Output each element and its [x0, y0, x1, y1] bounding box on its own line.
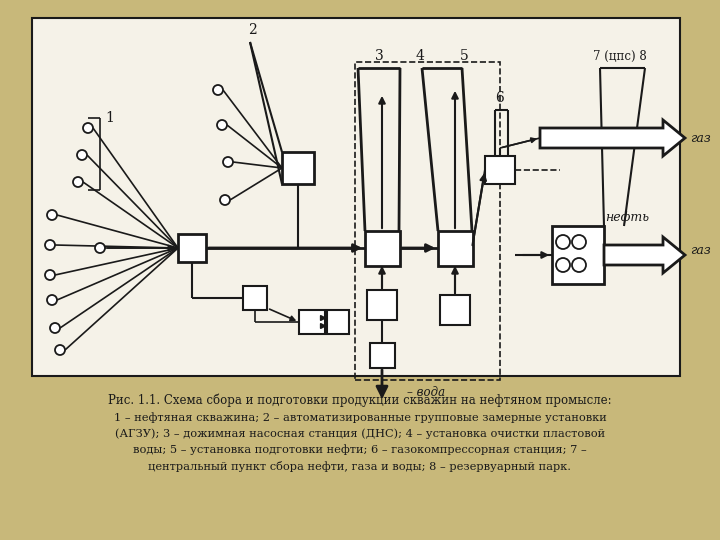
Text: нефть: нефть	[605, 212, 649, 225]
Circle shape	[223, 157, 233, 167]
Circle shape	[77, 150, 87, 160]
Circle shape	[572, 235, 586, 249]
Text: газ: газ	[690, 132, 711, 145]
Text: (АГЗУ); 3 – дожимная насосная станция (ДНС); 4 – установка очистки пластовой: (АГЗУ); 3 – дожимная насосная станция (Д…	[115, 429, 605, 439]
Text: центральный пункт сбора нефти, газа и воды; 8 – резервуарный парк.: центральный пункт сбора нефти, газа и во…	[148, 461, 572, 471]
Circle shape	[50, 323, 60, 333]
Text: 6: 6	[495, 91, 505, 105]
Circle shape	[55, 345, 65, 355]
Text: воды; 5 – установка подготовки нефти; 6 – газокомпрессорная станция; 7 –: воды; 5 – установка подготовки нефти; 6 …	[133, 444, 587, 455]
Circle shape	[572, 258, 586, 272]
Text: 4: 4	[415, 49, 424, 63]
Bar	[178, 234, 206, 262]
Circle shape	[47, 210, 57, 220]
Bar	[367, 290, 397, 320]
Circle shape	[220, 195, 230, 205]
Circle shape	[217, 120, 227, 130]
Bar	[299, 310, 325, 334]
Circle shape	[213, 85, 223, 95]
Circle shape	[83, 123, 93, 133]
Bar	[32, 18, 680, 376]
Circle shape	[47, 295, 57, 305]
Bar	[369, 342, 395, 368]
Circle shape	[95, 243, 105, 253]
Circle shape	[556, 258, 570, 272]
Text: 1 – нефтяная скважина; 2 – автоматизированные групповые замерные установки: 1 – нефтяная скважина; 2 – автоматизиров…	[114, 413, 606, 423]
Bar	[552, 226, 604, 284]
Text: газ: газ	[690, 245, 711, 258]
Polygon shape	[540, 120, 685, 156]
Bar	[440, 295, 470, 325]
Circle shape	[45, 270, 55, 280]
Text: 3: 3	[374, 49, 383, 63]
Circle shape	[556, 235, 570, 249]
Bar	[485, 156, 515, 184]
Polygon shape	[604, 237, 685, 273]
Text: 1: 1	[105, 111, 114, 125]
Text: 5: 5	[459, 49, 469, 63]
Bar	[327, 310, 349, 334]
Text: Рис. 1.1. Схема сбора и подготовки продукции скважин на нефтяном промысле:: Рис. 1.1. Схема сбора и подготовки проду…	[108, 393, 612, 407]
Text: 7 (цпс) 8: 7 (цпс) 8	[593, 50, 647, 63]
Bar	[282, 152, 314, 184]
Text: – вода: – вода	[407, 386, 445, 399]
Text: 2: 2	[248, 23, 256, 37]
Circle shape	[45, 240, 55, 250]
Circle shape	[73, 177, 83, 187]
Bar	[243, 286, 267, 310]
Bar	[364, 231, 400, 266]
Bar	[438, 231, 472, 266]
Bar	[355, 62, 500, 380]
